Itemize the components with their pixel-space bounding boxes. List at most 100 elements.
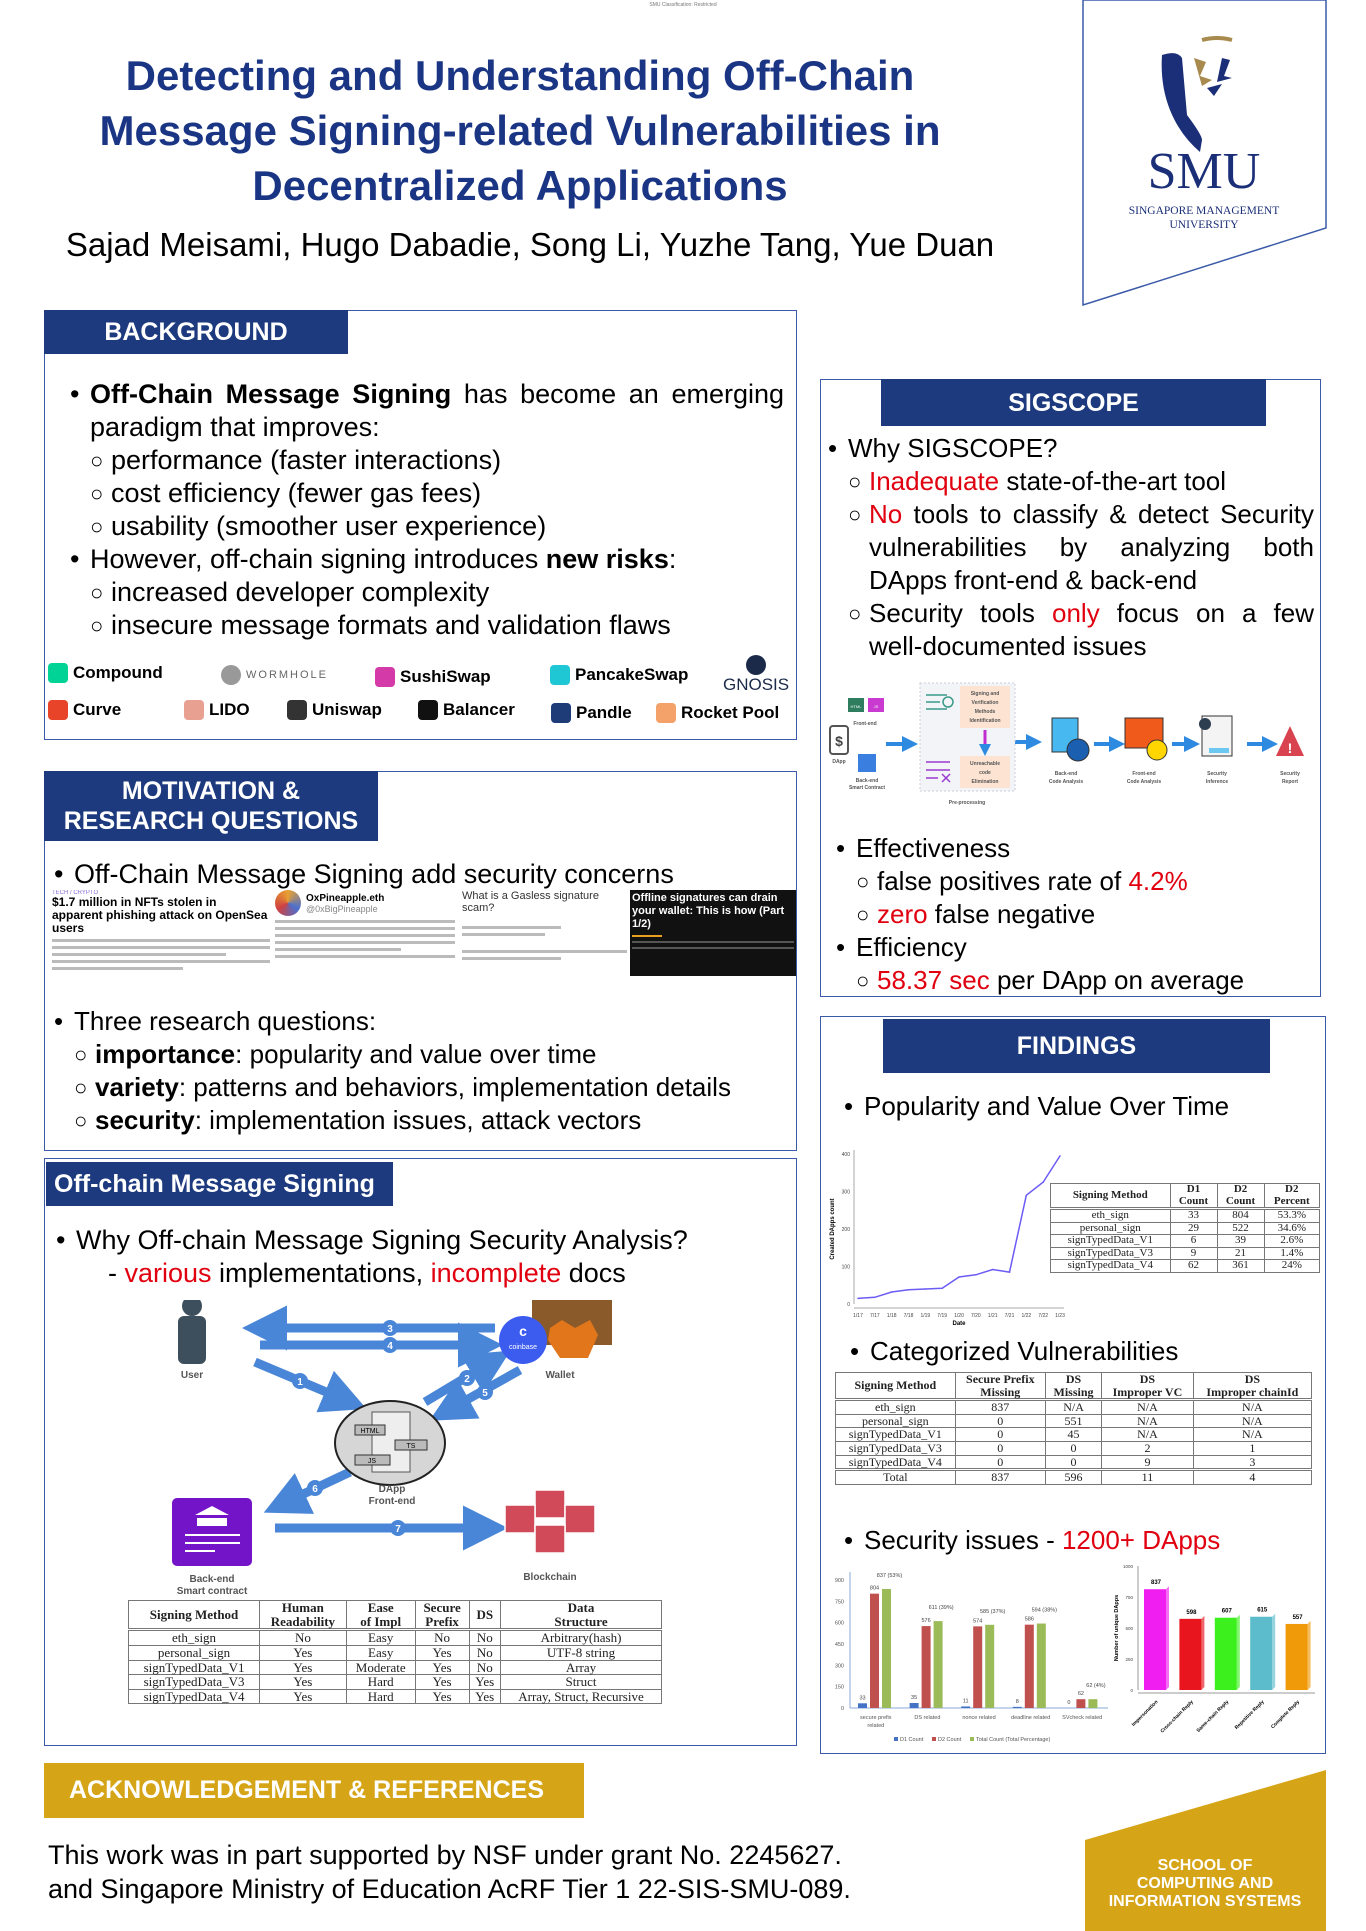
- table-cell: Yes: [259, 1674, 347, 1690]
- backend-label: Back-end: [856, 778, 879, 784]
- protocol-logo: SushiSwap: [375, 667, 491, 687]
- avatar: [275, 890, 301, 916]
- text: false negative: [927, 899, 1096, 929]
- list-item: ○ variety: patterns and behaviors, implem…: [54, 1071, 794, 1104]
- protocol-logo: PancakeSwap: [550, 665, 688, 685]
- data-label: 585 (37%): [980, 1609, 1006, 1615]
- x-tick-label: DS related: [914, 1715, 940, 1721]
- x-tick-label: 1/17: [853, 1313, 863, 1319]
- preprocessing-label: Pre-processing: [949, 800, 985, 806]
- table-cell: 837: [954, 1399, 1046, 1415]
- table-cell: Yes: [259, 1688, 347, 1705]
- x-tick-label: 1/23: [1055, 1313, 1065, 1319]
- x-tick-label: Repetitive Reply: [1234, 1699, 1266, 1731]
- smu-logo: SMU SINGAPORE MANAGEMENT UNIVERSITY: [1082, 0, 1327, 306]
- protocol-name: Compound: [73, 663, 163, 682]
- text: Security issues -: [864, 1525, 1062, 1555]
- table-cell: 2.6%: [1263, 1234, 1321, 1248]
- column-header: Secure Prefix: [414, 1599, 470, 1632]
- protocol-logo-icon: [221, 665, 241, 685]
- stage-label: Front-end: [1132, 771, 1155, 777]
- y-tick-label: 750: [835, 1599, 844, 1605]
- sub-bullet-icon: ○: [848, 469, 862, 494]
- findings-bullet-1: • Popularity and Value Over Time: [844, 1090, 1314, 1123]
- highlight-text: 1200+ DApps: [1061, 1525, 1221, 1555]
- legend-label: Total Count (Total Percentage): [976, 1737, 1050, 1743]
- table-cell: N/A: [1192, 1427, 1313, 1442]
- search-icon: [942, 696, 954, 708]
- table-row: eth_sign 33 804 53.3%: [1050, 1208, 1321, 1223]
- column-header: Data Structure: [500, 1599, 662, 1632]
- protocol-logos: Compound WORMHOLE SushiSwap PancakeSwap GNOS…: [48, 655, 793, 735]
- table-cell: signTypedData_V1: [127, 1659, 261, 1676]
- data-label: 615: [1257, 1608, 1268, 1614]
- table-cell: 29: [1169, 1221, 1218, 1236]
- table-cell: 1.4%: [1263, 1246, 1321, 1261]
- column-header: D1 Count: [1169, 1182, 1218, 1211]
- legend-swatch: [970, 1737, 974, 1741]
- list-item: ○ insecure message formats and validation…: [70, 609, 784, 642]
- list-item: - various implementations, incomplete do…: [56, 1257, 796, 1290]
- security-inference-icon: [1199, 715, 1233, 757]
- text: implementations,: [211, 1258, 431, 1288]
- title-line: Detecting and Understanding Off-Chain: [125, 52, 915, 99]
- replay-bar-chart: 0 250 500 750 1000 Number of unique DApps 837 I…: [1114, 1564, 1315, 1734]
- wallet-icon: c coinbase: [499, 1300, 612, 1364]
- security-issues-bar-chart: 0 150 300 450 600 750 900 33 35 11 8 0 804 576 574 586 6…: [835, 1572, 1108, 1743]
- file-tag: HTML: [851, 704, 863, 709]
- blockchain-label: Blockchain: [523, 1572, 576, 1583]
- data-label: 837 (53%): [877, 1573, 903, 1579]
- table-cell: 9: [1169, 1246, 1218, 1261]
- column-header: Signing Method: [1050, 1182, 1171, 1211]
- table-cell: UTF-8 string: [500, 1644, 662, 1661]
- sigscope-pipeline: $ DApp HTML JS Front-end Back-end Smart …: [829, 682, 1304, 806]
- protocol-logo: Curve: [48, 700, 121, 720]
- table-cell: signTypedData_V4: [1050, 1259, 1171, 1273]
- list-item: ○ increased developer complexity: [70, 576, 784, 609]
- column-header: DS Improper chainId: [1192, 1371, 1313, 1402]
- x-tick-label: deadline related: [1011, 1715, 1050, 1721]
- frontend-analysis-icon: [1124, 717, 1168, 761]
- table-cell: Easy: [345, 1644, 416, 1661]
- table-cell: Yes: [468, 1688, 502, 1705]
- user-icon: [178, 1300, 206, 1364]
- data-label: 11: [963, 1698, 969, 1704]
- pre-step-label: code: [979, 770, 991, 776]
- coinbase-logo-text: coinbase: [509, 1344, 537, 1351]
- table-cell: 62: [1169, 1259, 1218, 1273]
- text: cost efficiency (fewer gas fees): [111, 478, 482, 508]
- data-label: 804: [870, 1586, 879, 1592]
- data-label: 62: [1078, 1691, 1084, 1697]
- bar: [973, 1626, 983, 1708]
- bar: [1012, 1706, 1022, 1708]
- table-row: signTypedData_V1 Yes Moderate Yes No Array: [127, 1659, 662, 1676]
- text: Efficiency: [856, 932, 967, 962]
- poster-title: Detecting and Understanding Off-Chain Me…: [0, 48, 1040, 213]
- protocol-name: Curve: [73, 700, 122, 719]
- data-label: 594 (38%): [1032, 1608, 1058, 1614]
- authors: Sajad Meisami, Hugo Dabadie, Song Li, Yu…: [65, 226, 995, 263]
- data-point: [991, 1268, 994, 1271]
- protocol-logo-icon: [375, 667, 395, 687]
- protocol-logo-icon: [550, 665, 570, 685]
- school-line: COMPUTING AND: [1137, 1875, 1273, 1892]
- title-line: Message Signing-related Vulnerabilities …: [99, 107, 941, 154]
- list-item: • Off-Chain Message Signing add security …: [54, 858, 794, 891]
- x-tick-label: 7/19: [937, 1313, 947, 1319]
- highlight-text: zero: [877, 899, 928, 929]
- text: focus on a few well-documented issues: [869, 598, 1314, 661]
- table-cell: signTypedData_V4: [835, 1454, 956, 1471]
- file-tag: TS: [407, 1443, 416, 1450]
- data-label: 35: [911, 1695, 917, 1701]
- bullet-icon: •: [828, 433, 838, 463]
- bar-side: [1236, 1614, 1240, 1690]
- legend-label: D2 Count: [938, 1737, 962, 1743]
- x-tick-label: 1/21: [988, 1313, 998, 1319]
- list-item: • Three research questions:: [54, 1005, 794, 1038]
- table-cell: N/A: [1101, 1413, 1194, 1429]
- table-cell: 1: [1192, 1440, 1313, 1456]
- table-cell: Yes: [259, 1644, 347, 1661]
- y-axis-label: Number of unique DApps: [1114, 1595, 1120, 1661]
- data-point: [941, 1287, 943, 1290]
- x-tick-label: Cross-chain Reply: [1160, 1699, 1195, 1734]
